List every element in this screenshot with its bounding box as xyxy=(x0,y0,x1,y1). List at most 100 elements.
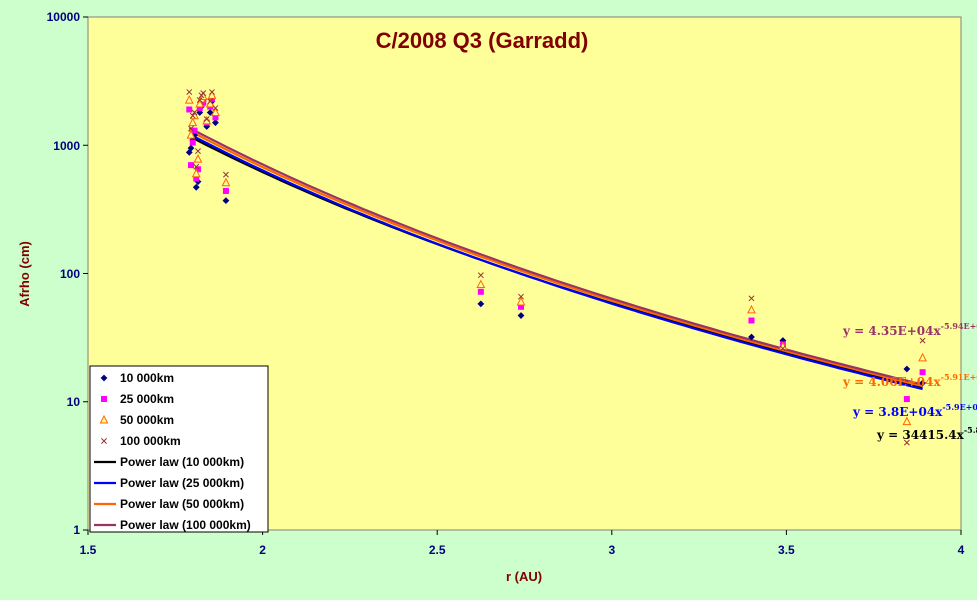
y-axis: 1 10 100 1000 10000 xyxy=(47,10,88,537)
data-point-series-4 xyxy=(186,89,193,95)
data-point-series-2 xyxy=(208,95,215,102)
equation-50k: y = 4.06E+04x-5.91E+00 xyxy=(842,372,977,389)
marker-stroke xyxy=(191,109,198,116)
legend-marker-2 xyxy=(101,396,107,402)
x-axis-title: r (AU) xyxy=(506,569,542,584)
chart-title: C/2008 Q3 (Garradd) xyxy=(376,28,589,53)
x-tick-label: 3.5 xyxy=(778,543,795,557)
marker-stroke xyxy=(212,105,219,112)
fit-line-4 xyxy=(188,126,923,386)
fit-line-2 xyxy=(188,133,923,391)
data-point-series-1 xyxy=(194,178,202,186)
data-markers xyxy=(184,89,928,446)
marker-stroke xyxy=(222,171,229,178)
fit-line-3 xyxy=(188,129,923,388)
data-point-series-2 xyxy=(903,396,910,403)
data-point-series-3 xyxy=(207,90,217,99)
data-point-series-1 xyxy=(517,312,525,319)
data-point-series-2 xyxy=(748,317,755,324)
x-tick-label: 2 xyxy=(259,543,266,557)
data-point-series-2 xyxy=(200,99,207,106)
data-point-series-3 xyxy=(778,341,788,350)
legend-label: Power law (25 000km) xyxy=(120,476,244,490)
marker-stroke xyxy=(196,97,203,104)
data-point-series-1 xyxy=(196,109,204,116)
fit-equations: y = 4.35E+04x-5.94E+00 y = 4.06E+04x-5.9… xyxy=(842,321,977,442)
data-point-series-2 xyxy=(189,139,196,146)
data-point-series-4 xyxy=(196,97,203,104)
data-point-series-1 xyxy=(748,333,755,341)
data-point-series-3 xyxy=(184,94,194,104)
marker-stroke xyxy=(203,116,210,123)
data-point-series-1 xyxy=(903,365,911,373)
data-point-series-2 xyxy=(477,288,484,295)
data-point-series-2 xyxy=(188,162,195,169)
legend-label: 25 000km xyxy=(120,392,174,406)
data-point-series-1 xyxy=(192,183,200,191)
data-point-series-4 xyxy=(212,105,219,112)
x-tick-label: 2.5 xyxy=(429,543,446,557)
x-tick-label: 1.5 xyxy=(80,543,97,557)
data-point-series-3 xyxy=(191,168,201,178)
data-point-series-1 xyxy=(185,148,193,156)
data-point-series-1 xyxy=(222,197,230,205)
data-point-series-3 xyxy=(193,153,203,163)
data-point-series-4 xyxy=(477,272,484,279)
y-tick-label: 10 xyxy=(67,395,81,409)
legend-label: 50 000km xyxy=(120,413,174,427)
equation-25k: y = 3.8E+04x-5.9E+00 xyxy=(852,402,977,419)
marker-stroke xyxy=(518,293,524,300)
legend: 10 000km 25 000km 50 000km 100 000km Pow… xyxy=(89,365,269,533)
data-point-series-4 xyxy=(191,109,198,116)
data-point-series-2 xyxy=(193,175,200,182)
legend-label: 10 000km xyxy=(120,371,174,385)
data-point-series-4 xyxy=(189,112,196,119)
data-point-series-3 xyxy=(221,177,231,187)
data-point-series-4 xyxy=(209,89,215,95)
marker-stroke xyxy=(186,89,193,95)
marker-stroke xyxy=(188,125,194,132)
data-point-series-4 xyxy=(188,125,194,132)
marker-stroke xyxy=(209,89,215,95)
data-point-series-1 xyxy=(203,123,211,130)
marker-stroke xyxy=(779,345,786,352)
x-tick-label: 4 xyxy=(958,543,965,557)
data-point-series-3 xyxy=(516,296,526,306)
data-point-series-3 xyxy=(476,279,486,289)
data-point-series-1 xyxy=(187,144,195,152)
legend-label: Power law (100 000km) xyxy=(120,518,251,532)
data-point-series-3 xyxy=(211,107,220,117)
data-point-series-4 xyxy=(207,98,214,105)
marker-stroke xyxy=(903,439,910,446)
data-point-series-4 xyxy=(779,345,786,352)
data-point-series-2 xyxy=(222,187,229,194)
fit-lines xyxy=(188,126,923,391)
legend-label: Power law (50 000km) xyxy=(120,497,244,511)
data-point-series-3 xyxy=(747,304,756,314)
data-point-series-1 xyxy=(206,109,214,116)
y-axis-title: Afrho (cm) xyxy=(17,241,32,307)
data-point-series-2 xyxy=(196,105,203,112)
data-point-series-4 xyxy=(919,337,926,344)
y-tick-label: 10000 xyxy=(47,10,81,24)
data-point-series-2 xyxy=(212,114,219,121)
data-point-series-4 xyxy=(903,439,910,446)
data-point-series-4 xyxy=(222,171,229,178)
y-tick-label: 100 xyxy=(60,267,80,281)
marker-stroke xyxy=(477,272,484,279)
legend-marker-1 xyxy=(100,374,108,382)
legend-label: Power law (10 000km) xyxy=(120,455,244,469)
data-point-series-3 xyxy=(188,117,198,127)
equation-10k: y = 34415.4x-5.8 xyxy=(876,425,977,442)
y-tick-label: 1 xyxy=(73,523,80,537)
legend-keys xyxy=(94,374,116,527)
data-point-series-2 xyxy=(518,303,525,310)
marker-stroke xyxy=(101,438,107,444)
data-point-series-1 xyxy=(212,119,219,127)
legend-marker-3 xyxy=(99,414,109,424)
data-point-series-4 xyxy=(518,293,524,300)
data-point-series-3 xyxy=(195,98,205,108)
data-point-series-3 xyxy=(186,130,196,139)
data-point-series-3 xyxy=(902,416,912,426)
